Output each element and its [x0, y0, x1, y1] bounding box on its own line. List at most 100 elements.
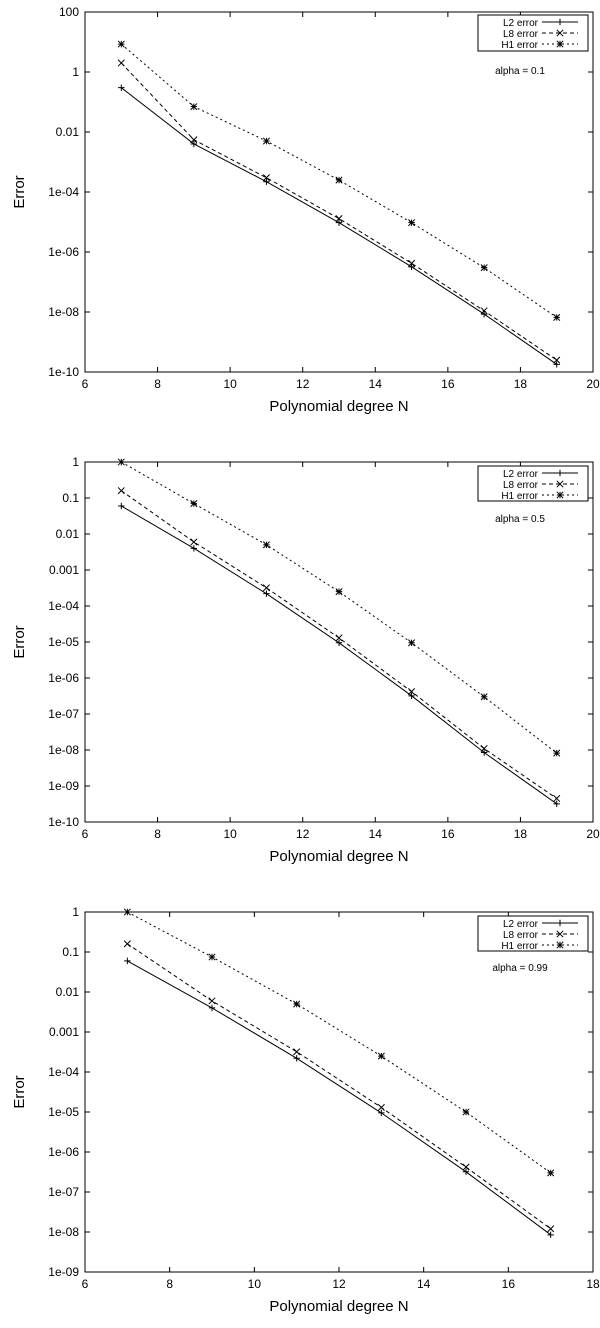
series-h1-error — [123, 908, 555, 1177]
y-tick-label: 1 — [72, 905, 79, 919]
data-point-marker — [262, 541, 270, 549]
data-point-marker — [208, 953, 216, 961]
legend-entry-label: L8 error — [503, 29, 539, 40]
y-tick-label: 1e-09 — [48, 779, 79, 793]
y-tick-label: 0.01 — [56, 125, 80, 139]
x-tick-label: 16 — [441, 827, 455, 841]
x-tick-label: 12 — [296, 827, 310, 841]
x-tick-label: 18 — [514, 827, 528, 841]
data-point-marker — [190, 136, 198, 144]
data-point-marker — [377, 1052, 385, 1060]
x-tick-label: 6 — [82, 827, 89, 841]
y-tick-label: 1 — [72, 65, 79, 79]
y-tick-label: 1e-08 — [48, 743, 79, 757]
data-point-marker — [123, 940, 131, 948]
y-tick-label: 1e-05 — [48, 1105, 79, 1119]
data-point-marker — [335, 176, 343, 184]
series-l8-error — [117, 59, 561, 364]
series-l8-error — [117, 487, 561, 803]
series-h1-error — [117, 458, 561, 757]
y-tick-label: 1e-09 — [48, 1265, 79, 1279]
y-tick-label: 0.01 — [56, 527, 80, 541]
series-line — [120, 87, 557, 365]
data-point-marker — [263, 590, 270, 597]
legend-box — [477, 915, 589, 952]
x-tick-label: 16 — [441, 377, 455, 391]
x-tick-label: 18 — [586, 1277, 600, 1291]
data-point-marker — [117, 487, 125, 495]
y-tick-label: 1e-05 — [48, 635, 79, 649]
data-point-marker — [117, 40, 125, 48]
data-point-marker — [117, 458, 125, 466]
series-line — [127, 911, 551, 1174]
data-point-marker — [293, 1000, 301, 1008]
y-tick-label: 1e-10 — [48, 365, 79, 379]
legend-entry-label: H1 error — [501, 941, 538, 952]
data-point-marker — [408, 688, 416, 696]
data-point-marker — [553, 313, 561, 321]
alpha-annotation: alpha = 0.5 — [495, 514, 545, 525]
y-tick-label: 1e-04 — [48, 185, 79, 199]
data-point-marker — [190, 103, 198, 111]
data-point-marker — [462, 1163, 470, 1171]
legend-marker — [556, 40, 564, 48]
data-point-marker — [208, 997, 216, 1005]
data-point-marker — [208, 1004, 216, 1012]
data-point-marker — [190, 500, 198, 508]
data-point-marker — [480, 693, 488, 701]
data-point-marker — [547, 1169, 555, 1177]
series-line — [127, 943, 551, 1230]
data-point-marker — [480, 744, 488, 753]
data-point-marker — [408, 263, 415, 271]
y-tick-label: 1 — [72, 455, 79, 469]
series-l2-error — [118, 84, 560, 368]
legend-entry-label: L2 error — [503, 919, 539, 930]
y-tick-label: 1e-10 — [48, 815, 79, 829]
data-point-marker — [408, 219, 416, 227]
data-point-marker — [335, 634, 343, 642]
y-axis-label: Error — [11, 175, 28, 208]
legend-entry-label: H1 error — [501, 40, 538, 51]
x-tick-label: 10 — [248, 1277, 262, 1291]
data-point-marker — [462, 1168, 470, 1175]
data-point-marker — [117, 59, 125, 67]
y-tick-label: 1e-06 — [48, 245, 79, 259]
y-tick-label: 1e-04 — [48, 599, 79, 613]
data-point-marker — [118, 84, 125, 91]
legend-marker — [556, 491, 564, 499]
legend-marker — [556, 18, 564, 26]
legend-marker — [556, 941, 564, 949]
data-point-marker — [335, 588, 343, 596]
x-tick-label: 10 — [223, 377, 237, 391]
x-tick-label: 8 — [166, 1277, 173, 1291]
x-tick-label: 10 — [223, 827, 237, 841]
y-tick-label: 1e-06 — [48, 671, 79, 685]
data-point-marker — [124, 957, 131, 965]
series-l2-error — [118, 502, 560, 808]
data-point-marker — [262, 174, 270, 182]
y-tick-label: 1e-07 — [48, 707, 79, 721]
x-axis-label: Polynomial degree N — [269, 398, 408, 415]
x-tick-label: 14 — [369, 377, 383, 391]
legend-box — [477, 465, 589, 502]
data-point-marker — [293, 1055, 300, 1062]
y-tick-label: 0.1 — [62, 945, 79, 959]
x-tick-label: 6 — [82, 377, 89, 391]
data-point-marker — [263, 178, 270, 185]
data-point-marker — [408, 259, 416, 267]
data-point-marker — [378, 1109, 385, 1117]
data-point-marker — [547, 1231, 554, 1239]
x-tick-label: 12 — [332, 1277, 346, 1291]
data-point-marker — [335, 639, 343, 647]
x-tick-label: 14 — [417, 1277, 431, 1291]
chart-panel-3: 6 8 10 12 14 16 18 1e-09 1e-08 1e-07 1e-06 1e-05 1e-… — [11, 905, 600, 1315]
data-point-marker — [262, 137, 270, 145]
chart-panel-1: 6 8 10 12 14 16 18 20 1e-10 1e-08 1e-06 1e-04 0.01 1 1… — [11, 5, 600, 415]
x-tick-label: 18 — [514, 377, 528, 391]
series-line — [121, 461, 558, 754]
data-point-marker — [377, 1103, 385, 1111]
y-tick-label: 0.001 — [49, 563, 79, 577]
series-l2-error — [124, 957, 554, 1239]
